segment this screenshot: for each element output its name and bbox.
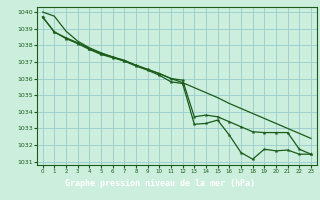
Text: Graphe pression niveau de la mer (hPa): Graphe pression niveau de la mer (hPa): [65, 180, 255, 188]
